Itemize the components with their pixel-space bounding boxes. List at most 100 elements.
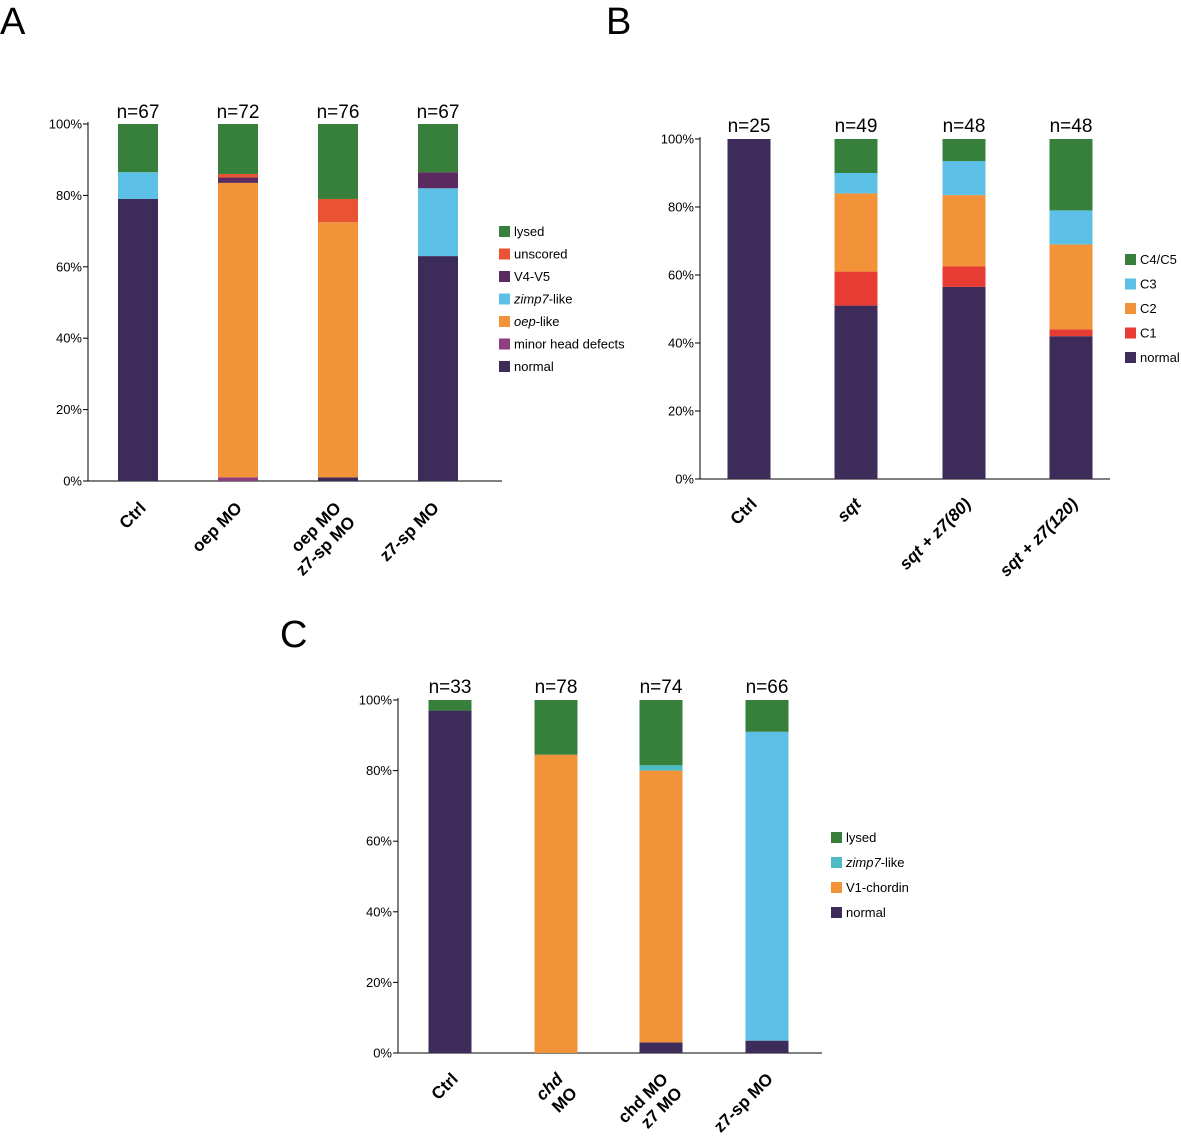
legend-swatch	[831, 832, 842, 843]
sample-size-label: n=67	[117, 102, 160, 123]
bar-segment-c2	[834, 193, 878, 272]
bar-segment-zimp7-like-blue-	[745, 731, 789, 1041]
bar-segment-c2	[1049, 244, 1093, 330]
bar-segment-unscored	[218, 173, 258, 178]
bar-segment-oep-like	[318, 222, 358, 478]
bar-segment-normal	[727, 139, 771, 479]
bar-segment-v4-v5	[418, 172, 458, 189]
bar-segment-c3	[1049, 210, 1093, 245]
legend-label: C4/C5	[1140, 252, 1177, 267]
bar-segment-unscored	[318, 198, 358, 223]
sample-size-label: n=78	[535, 677, 578, 698]
legend-swatch	[499, 271, 510, 282]
y-tick-label: 100%	[359, 693, 393, 708]
bar-segment-normal	[118, 198, 158, 481]
legend-swatch	[831, 857, 842, 868]
bar-segment-c4-c5	[942, 139, 986, 162]
bar-segment-lysed	[418, 124, 458, 173]
bar-segment-c4-c5	[1049, 139, 1093, 211]
y-tick-label: 80%	[668, 200, 694, 215]
legend-swatch	[499, 293, 510, 305]
category-label-line: oep MO	[188, 498, 246, 556]
category-label: Ctrl	[116, 498, 150, 532]
bar-segment-v1-chordin	[639, 770, 683, 1043]
bar-segment-c1	[1049, 329, 1093, 337]
sample-size-label: n=74	[640, 677, 683, 698]
legend-label: normal	[846, 905, 886, 920]
bar-segment-normal	[418, 256, 458, 481]
bar-segment-lysed	[318, 124, 358, 199]
bar-segment-normal	[318, 477, 358, 481]
y-tick-label: 40%	[56, 331, 82, 346]
sample-size-label: n=48	[1050, 116, 1093, 137]
legend-label: zimp7-like	[513, 292, 573, 307]
category-label: sqt + z7(120)	[996, 494, 1082, 580]
category-label-line: z7-sp MO	[710, 1069, 777, 1136]
legend-label: lysed	[514, 224, 544, 239]
bar-segment-oep-like	[218, 182, 258, 478]
legend-label: C3	[1140, 277, 1157, 292]
category-label-line: Ctrl	[428, 1069, 462, 1103]
legend-swatch	[831, 882, 842, 893]
sample-size-label: n=49	[835, 116, 878, 137]
category-label: chd MO	[532, 1069, 581, 1116]
legend-label: normal	[514, 359, 554, 374]
legend-swatch	[499, 361, 510, 372]
sample-size-label: n=48	[943, 116, 986, 137]
legend-swatch	[499, 316, 510, 327]
legend-swatch	[499, 248, 510, 260]
sample-size-label: n=66	[746, 677, 789, 698]
bar-segment-lysed	[745, 700, 789, 732]
bar-segment-normal	[639, 1042, 683, 1053]
chart-panel-b: 0% 20% 40% 60% 80% 100% n=25 Ctrl n=49 sqt n=48 sqt…	[661, 116, 1180, 580]
category-label-line: sqt + z7(120)	[996, 494, 1082, 580]
bar-segment-normal	[428, 710, 472, 1053]
legend-swatch	[499, 226, 510, 237]
panel-c-label: C	[280, 614, 307, 656]
y-tick-label: 40%	[366, 904, 392, 919]
category-label: z7-sp MO	[376, 498, 443, 565]
legend-swatch	[831, 907, 842, 918]
category-label: Ctrl	[727, 494, 761, 528]
y-tick-label: 100%	[661, 132, 695, 147]
legend-label: minor head defects	[514, 337, 625, 352]
legend-label: normal	[1140, 350, 1180, 365]
chart-panel-c: 0% 20% 40% 60% 80% 100% n=33 Ctrl n=78 chd MO n=74…	[359, 677, 909, 1136]
y-tick-label: 80%	[56, 188, 82, 203]
legend-swatch	[1125, 254, 1136, 265]
bar-segment-lysed	[118, 124, 158, 173]
bar-segment-lysed	[534, 700, 578, 755]
bar-segment-zimp7-like	[639, 765, 683, 771]
bar-segment-lysed	[218, 124, 258, 174]
y-tick-label: 0%	[675, 472, 694, 487]
category-label-line: Ctrl	[727, 494, 761, 528]
y-tick-label: 100%	[49, 117, 83, 132]
legend-swatch	[1125, 352, 1136, 363]
bar-segment-v4-v5	[218, 177, 258, 183]
legend-label: C2	[1140, 301, 1157, 316]
legend-swatch	[1125, 278, 1136, 290]
category-label-line: z7-sp MO	[376, 498, 443, 565]
bar-segment-lysed	[639, 700, 683, 766]
legend-label: lysed	[846, 830, 876, 845]
bar-segment-c2	[942, 195, 986, 267]
bar-segment-c3	[942, 161, 986, 196]
category-label-line: sqt + z7(80)	[896, 494, 975, 573]
y-tick-label: 0%	[63, 474, 82, 489]
category-label: oep MO	[188, 498, 246, 556]
category-label-line: Ctrl	[116, 498, 150, 532]
panel-b-label: B	[606, 1, 631, 43]
bar-segment-minor-head-defects	[218, 477, 258, 481]
legend-swatch	[499, 338, 510, 350]
legend-label: unscored	[514, 247, 567, 262]
legend-swatch	[1125, 303, 1136, 314]
legend-label: zimp7-like	[845, 855, 905, 870]
category-label: z7-sp MO	[710, 1069, 777, 1136]
category-label-line: sqt	[833, 493, 865, 525]
bar-segment-v1-chordin	[534, 754, 578, 1053]
legend-label: oep-like	[514, 314, 560, 329]
sample-size-label: n=72	[217, 102, 260, 123]
